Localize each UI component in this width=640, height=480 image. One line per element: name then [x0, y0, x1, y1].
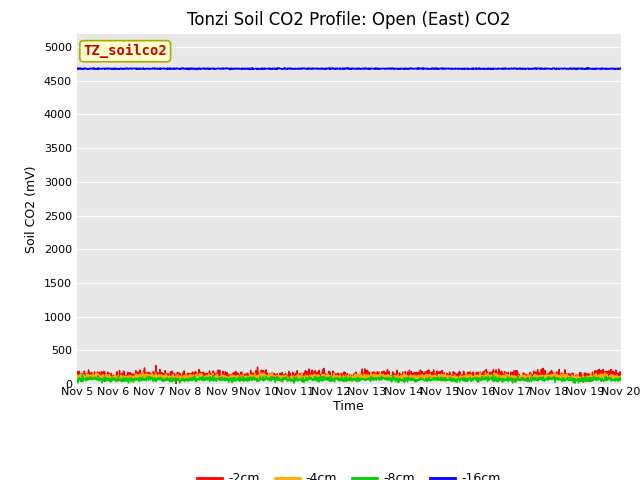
-8cm: [73, 379, 81, 385]
-16cm: [73, 66, 81, 72]
-16cm: [180, 66, 188, 72]
-4cm: [294, 378, 301, 384]
Legend: -2cm, -4cm, -8cm, -16cm: -2cm, -4cm, -8cm, -16cm: [192, 468, 506, 480]
-2cm: [172, 381, 180, 387]
-16cm: [434, 66, 442, 72]
Line: -4cm: -4cm: [77, 372, 621, 381]
-16cm: [246, 67, 254, 72]
-2cm: [505, 372, 513, 378]
-2cm: [434, 369, 442, 374]
-4cm: [505, 372, 513, 378]
Y-axis label: Soil CO2 (mV): Soil CO2 (mV): [25, 165, 38, 252]
-4cm: [255, 375, 263, 381]
-2cm: [182, 372, 189, 377]
-16cm: [329, 65, 337, 71]
-16cm: [617, 66, 625, 72]
-2cm: [255, 371, 263, 377]
-8cm: [195, 376, 202, 382]
-16cm: [505, 66, 513, 72]
-4cm: [195, 372, 202, 378]
-16cm: [553, 66, 561, 72]
-2cm: [195, 373, 202, 379]
-8cm: [572, 380, 579, 386]
X-axis label: Time: Time: [333, 399, 364, 412]
-4cm: [617, 374, 625, 380]
-2cm: [553, 369, 561, 375]
-4cm: [181, 375, 189, 381]
Line: -16cm: -16cm: [77, 68, 621, 70]
Line: -2cm: -2cm: [77, 365, 621, 384]
-8cm: [434, 377, 442, 383]
-8cm: [553, 376, 561, 382]
-8cm: [505, 379, 513, 384]
-4cm: [139, 369, 147, 375]
-8cm: [617, 377, 625, 383]
Text: TZ_soilco2: TZ_soilco2: [83, 44, 167, 58]
-4cm: [553, 374, 561, 380]
-16cm: [194, 66, 202, 72]
-8cm: [79, 372, 86, 377]
-2cm: [617, 371, 625, 377]
-16cm: [255, 66, 263, 72]
Title: Tonzi Soil CO2 Profile: Open (East) CO2: Tonzi Soil CO2 Profile: Open (East) CO2: [187, 11, 511, 29]
-4cm: [434, 375, 442, 381]
Line: -8cm: -8cm: [77, 374, 621, 383]
-2cm: [152, 362, 159, 368]
-8cm: [255, 378, 263, 384]
-2cm: [73, 371, 81, 377]
-8cm: [181, 377, 189, 383]
-4cm: [73, 373, 81, 379]
